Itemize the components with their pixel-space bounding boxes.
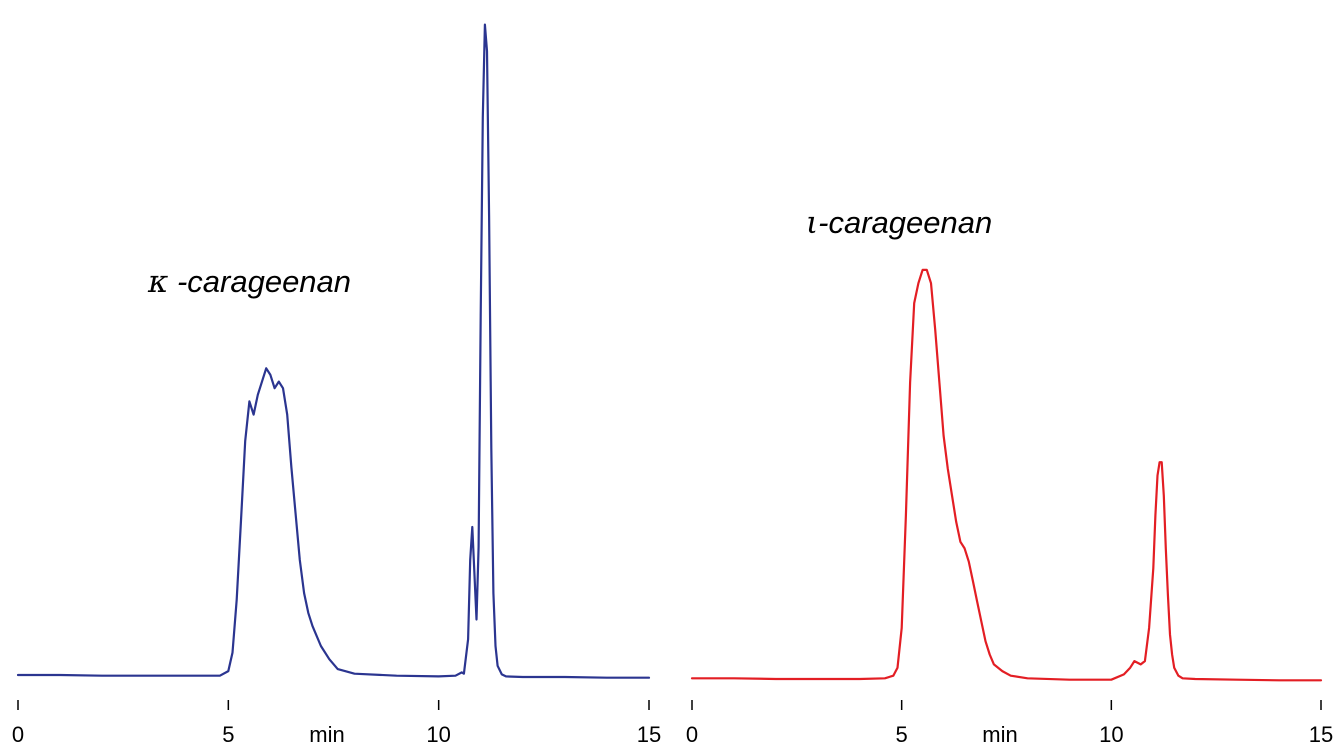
trace-label-greek-kappa: κ — [147, 264, 168, 300]
x-tick-label-iota-15: 15 — [1309, 722, 1333, 746]
trace-label-iota: ι-carageenan — [806, 205, 992, 241]
x-tick-label-kappa-10: 10 — [426, 722, 450, 746]
x-unit-label-iota: min — [982, 722, 1017, 746]
trace-iota-0 — [690, 268, 1323, 682]
trace-kappa-0 — [16, 23, 651, 679]
x-tick-label-iota-10: 10 — [1099, 722, 1123, 746]
x-tick-label-kappa-15: 15 — [637, 722, 661, 746]
x-unit-label-kappa: min — [309, 722, 344, 746]
x-tick-label-kappa-0: 0 — [12, 722, 24, 746]
trace-label-kappa: κ -carageenan — [147, 264, 351, 300]
trace-label-text-kappa: -carageenan — [168, 264, 351, 299]
chart-panel-kappa: 0 5 10 15 min κ -carageenan — [12, 23, 661, 747]
x-tick-label-iota-0: 0 — [686, 722, 698, 746]
x-tick-label-kappa-5: 5 — [222, 722, 234, 746]
x-tick-label-iota-5: 5 — [896, 722, 908, 746]
chart-panel-iota: 0 5 10 15 min ι-carageenan — [686, 205, 1333, 747]
trace-label-greek-iota: ι — [806, 205, 818, 241]
trace-label-text-iota: -carageenan — [818, 205, 992, 240]
